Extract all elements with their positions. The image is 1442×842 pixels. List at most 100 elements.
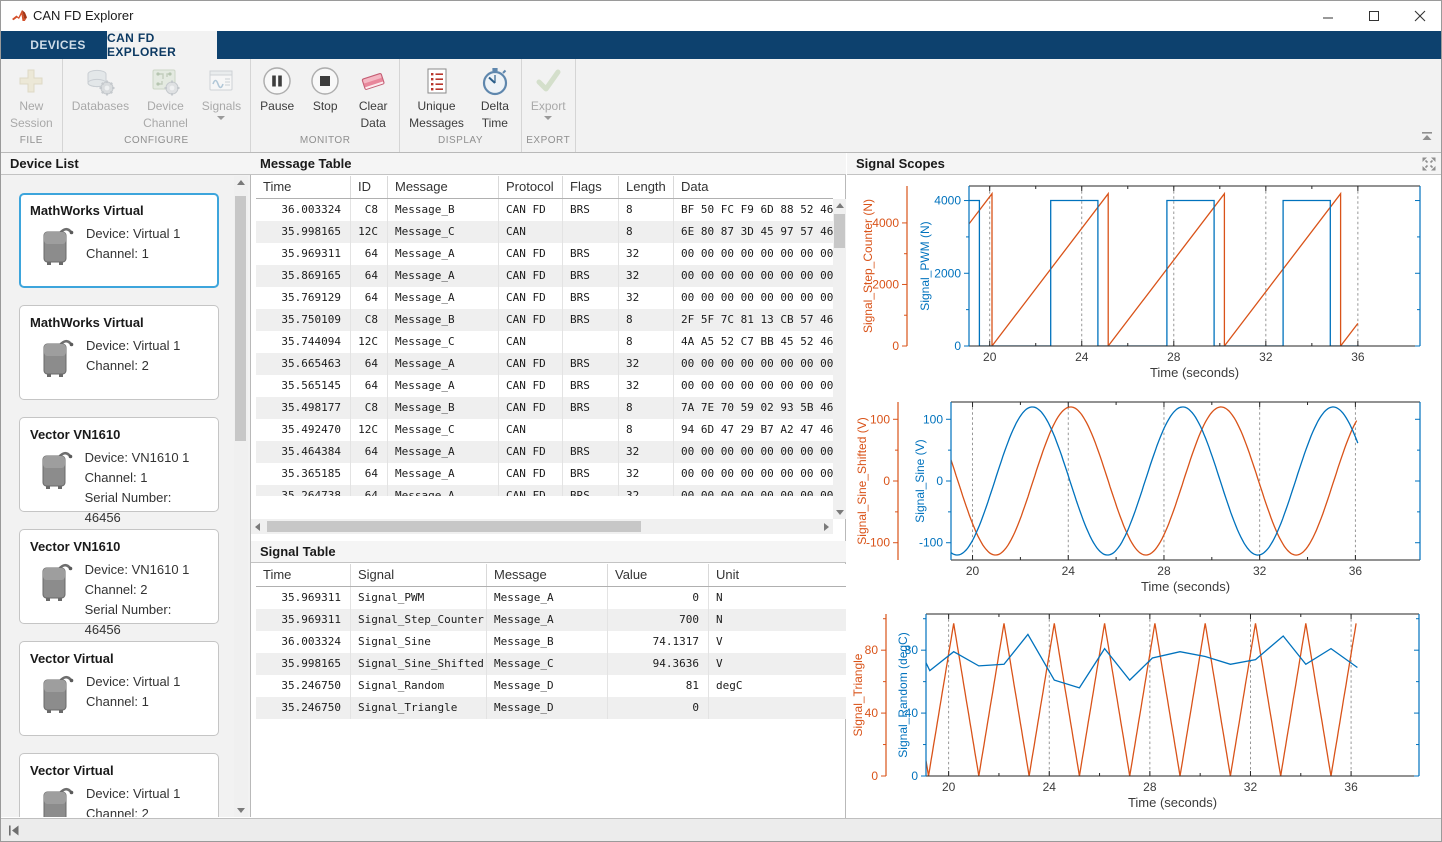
scroll-up-arrow[interactable] [234,176,247,189]
clear-data-button[interactable]: Clear Data [349,59,397,131]
device-card[interactable]: Vector VN1610 Device: VN1610 1 Channel: 2 S… [19,529,219,637]
cell: 2F 5F 7C 81 13 CB 57 46 40 [681,313,833,326]
table-row[interactable]: 35.264738 64 Message_A CAN FD BRS 32 00 00 00 … [256,485,833,496]
unique-messages-button[interactable]: Unique Messages [402,59,471,131]
device-detail: Channel: 2 [86,806,149,817]
table-row[interactable]: 35.998165 Signal_Sine_Shifted Message_C 94.… [256,653,846,675]
table-row[interactable]: 35.869165 64 Message_A CAN FD BRS 32 00 00 00 … [256,265,833,287]
delta-time-icon [482,68,507,96]
scrollbar-thumb[interactable] [235,196,246,441]
minimize-button[interactable] [1305,1,1351,31]
scrollbar-thumb[interactable] [834,214,845,248]
cell: 35.365185 [256,463,351,485]
device-icon [43,227,74,265]
cell: 35.744094 [256,331,351,353]
new-session-button[interactable]: New Session [3,59,60,131]
signals-button[interactable]: Signals [195,59,248,120]
matlab-logo-icon [12,10,27,21]
databases-button[interactable]: Databases [65,59,136,114]
column-header[interactable]: Value [608,564,709,586]
column-header[interactable]: Message [388,176,499,198]
tab-can-fd-explorer[interactable]: CAN FD EXPLORER [107,31,217,59]
scroll-down-arrow[interactable] [234,804,247,817]
button-label: Stop [312,99,338,113]
cell: 64 [351,243,388,265]
cell: 64 [351,265,388,287]
cell: BF 50 FC F9 6D 88 52 46 40 [681,203,833,216]
cell: 74.1317 [608,631,709,653]
toolbar-group-monitor: Pause Stop Clear Data MONITOR [251,59,401,152]
column-header[interactable]: Data [681,179,709,194]
table-row[interactable]: 35.665463 64 Message_A CAN FD BRS 32 00 00 00 … [256,353,833,375]
table-row[interactable]: 35.492470 12C Message_C CAN 8 94 6D 47 29 B7 … [256,419,833,441]
column-header[interactable]: Protocol [499,176,563,198]
device-list-scrollbar[interactable] [234,176,248,817]
close-button[interactable] [1397,1,1441,31]
table-row[interactable]: 35.744094 12C Message_C CAN 8 4A A5 52 C7 BB … [256,331,833,353]
group-label: DISPLAY [438,135,484,146]
column-header[interactable]: Message [487,564,608,586]
column-header[interactable]: Time [256,176,351,198]
button-label: Unique [417,99,456,113]
cell: BRS [563,309,619,331]
cell: 32 [619,353,674,375]
device-list: MathWorks Virtual Device: Virtual 1 Channe… [1,176,233,817]
cell: CAN FD [499,375,563,397]
table-row[interactable]: 35.969311 Signal_PWM Message_A 0 N [256,587,846,609]
scroll-left-arrow[interactable] [251,520,264,533]
cell: Signal_Random [351,675,487,697]
databases-icon [87,69,115,96]
table-row[interactable]: 35.998165 12C Message_C CAN 8 6E 80 87 3D 45 … [256,221,833,243]
table-row[interactable]: 35.498177 C8 Message_B CAN FD BRS 8 7A 7E 70 5… [256,397,833,419]
pause-button[interactable]: Pause [253,59,301,114]
expand-icon[interactable] [1422,157,1436,176]
stop-button[interactable]: Stop [301,59,349,114]
message-table-header: Message Table [251,153,846,175]
table-row[interactable]: 35.969311 Signal_Step_Counter Message_A 700… [256,609,846,631]
scrollbar-thumb[interactable] [267,521,641,532]
scroll-up-arrow[interactable] [833,199,846,212]
maximize-button[interactable] [1351,1,1397,31]
cell: N [716,591,723,604]
svg-text:28: 28 [1157,564,1171,578]
export-button[interactable]: Export [524,59,573,120]
scroll-right-arrow[interactable] [820,520,833,533]
tab-devices[interactable]: DEVICES [30,38,86,52]
message-table-vscrollbar[interactable] [833,199,846,519]
cell: Message_A [388,353,499,375]
signal-scopes-header: Signal Scopes [847,153,1441,175]
table-row[interactable]: 35.365185 64 Message_A CAN FD BRS 32 00 00 00 … [256,463,833,485]
cell: Message_C [388,221,499,243]
scroll-down-arrow[interactable] [833,506,846,519]
svg-text:0: 0 [871,769,878,783]
unique-messages-icon [427,68,447,94]
collapse-left-icon[interactable] [8,825,20,836]
table-row[interactable]: 35.969311 64 Message_A CAN FD BRS 32 00 00 00 … [256,243,833,265]
table-row[interactable]: 35.750109 C8 Message_B CAN FD BRS 8 2F 5F 7C 8… [256,309,833,331]
device-channel-button[interactable]: Device Channel [136,59,195,131]
table-row[interactable]: 35.769129 64 Message_A CAN FD BRS 32 00 00 00 … [256,287,833,309]
device-card[interactable]: Vector Virtual Device: Virtual 1 Channel: … [19,641,219,736]
column-header[interactable]: ID [351,176,388,198]
column-header[interactable]: Length [619,176,674,198]
column-header[interactable]: Signal [351,564,487,586]
table-row[interactable]: 35.246750 Signal_Random Message_D 81 degC [256,675,846,697]
signal-table-header: Signal Table [251,541,846,563]
message-table-hscrollbar[interactable] [251,519,833,534]
table-row[interactable]: 35.246750 Signal_Triangle Message_D 0 [256,697,846,719]
collapse-toolstrip-icon[interactable] [1421,128,1433,146]
cell: 12C [351,221,388,243]
column-header[interactable]: Flags [563,176,619,198]
table-row[interactable]: 36.003324 C8 Message_B CAN FD BRS 8 BF 50 FC F… [256,199,833,221]
device-card[interactable]: Vector VN1610 Device: VN1610 1 Channel: 1 S… [19,417,219,525]
device-card[interactable]: MathWorks Virtual Device: Virtual 1 Channe… [19,305,219,400]
table-row[interactable]: 35.464384 64 Message_A CAN FD BRS 32 00 00 00 … [256,441,833,463]
cell: 35.246750 [256,675,351,697]
device-card[interactable]: MathWorks Virtual Device: Virtual 1 Channe… [19,193,219,288]
column-header[interactable]: Unit [716,567,740,582]
table-row[interactable]: 35.565145 64 Message_A CAN FD BRS 32 00 00 00 … [256,375,833,397]
delta-time-button[interactable]: Delta Time [471,59,519,131]
device-card[interactable]: Vector Virtual Device: Virtual 1 Channel: … [19,753,219,817]
table-row[interactable]: 36.003324 Signal_Sine Message_B 74.1317 V [256,631,846,653]
column-header[interactable]: Time [256,564,351,586]
